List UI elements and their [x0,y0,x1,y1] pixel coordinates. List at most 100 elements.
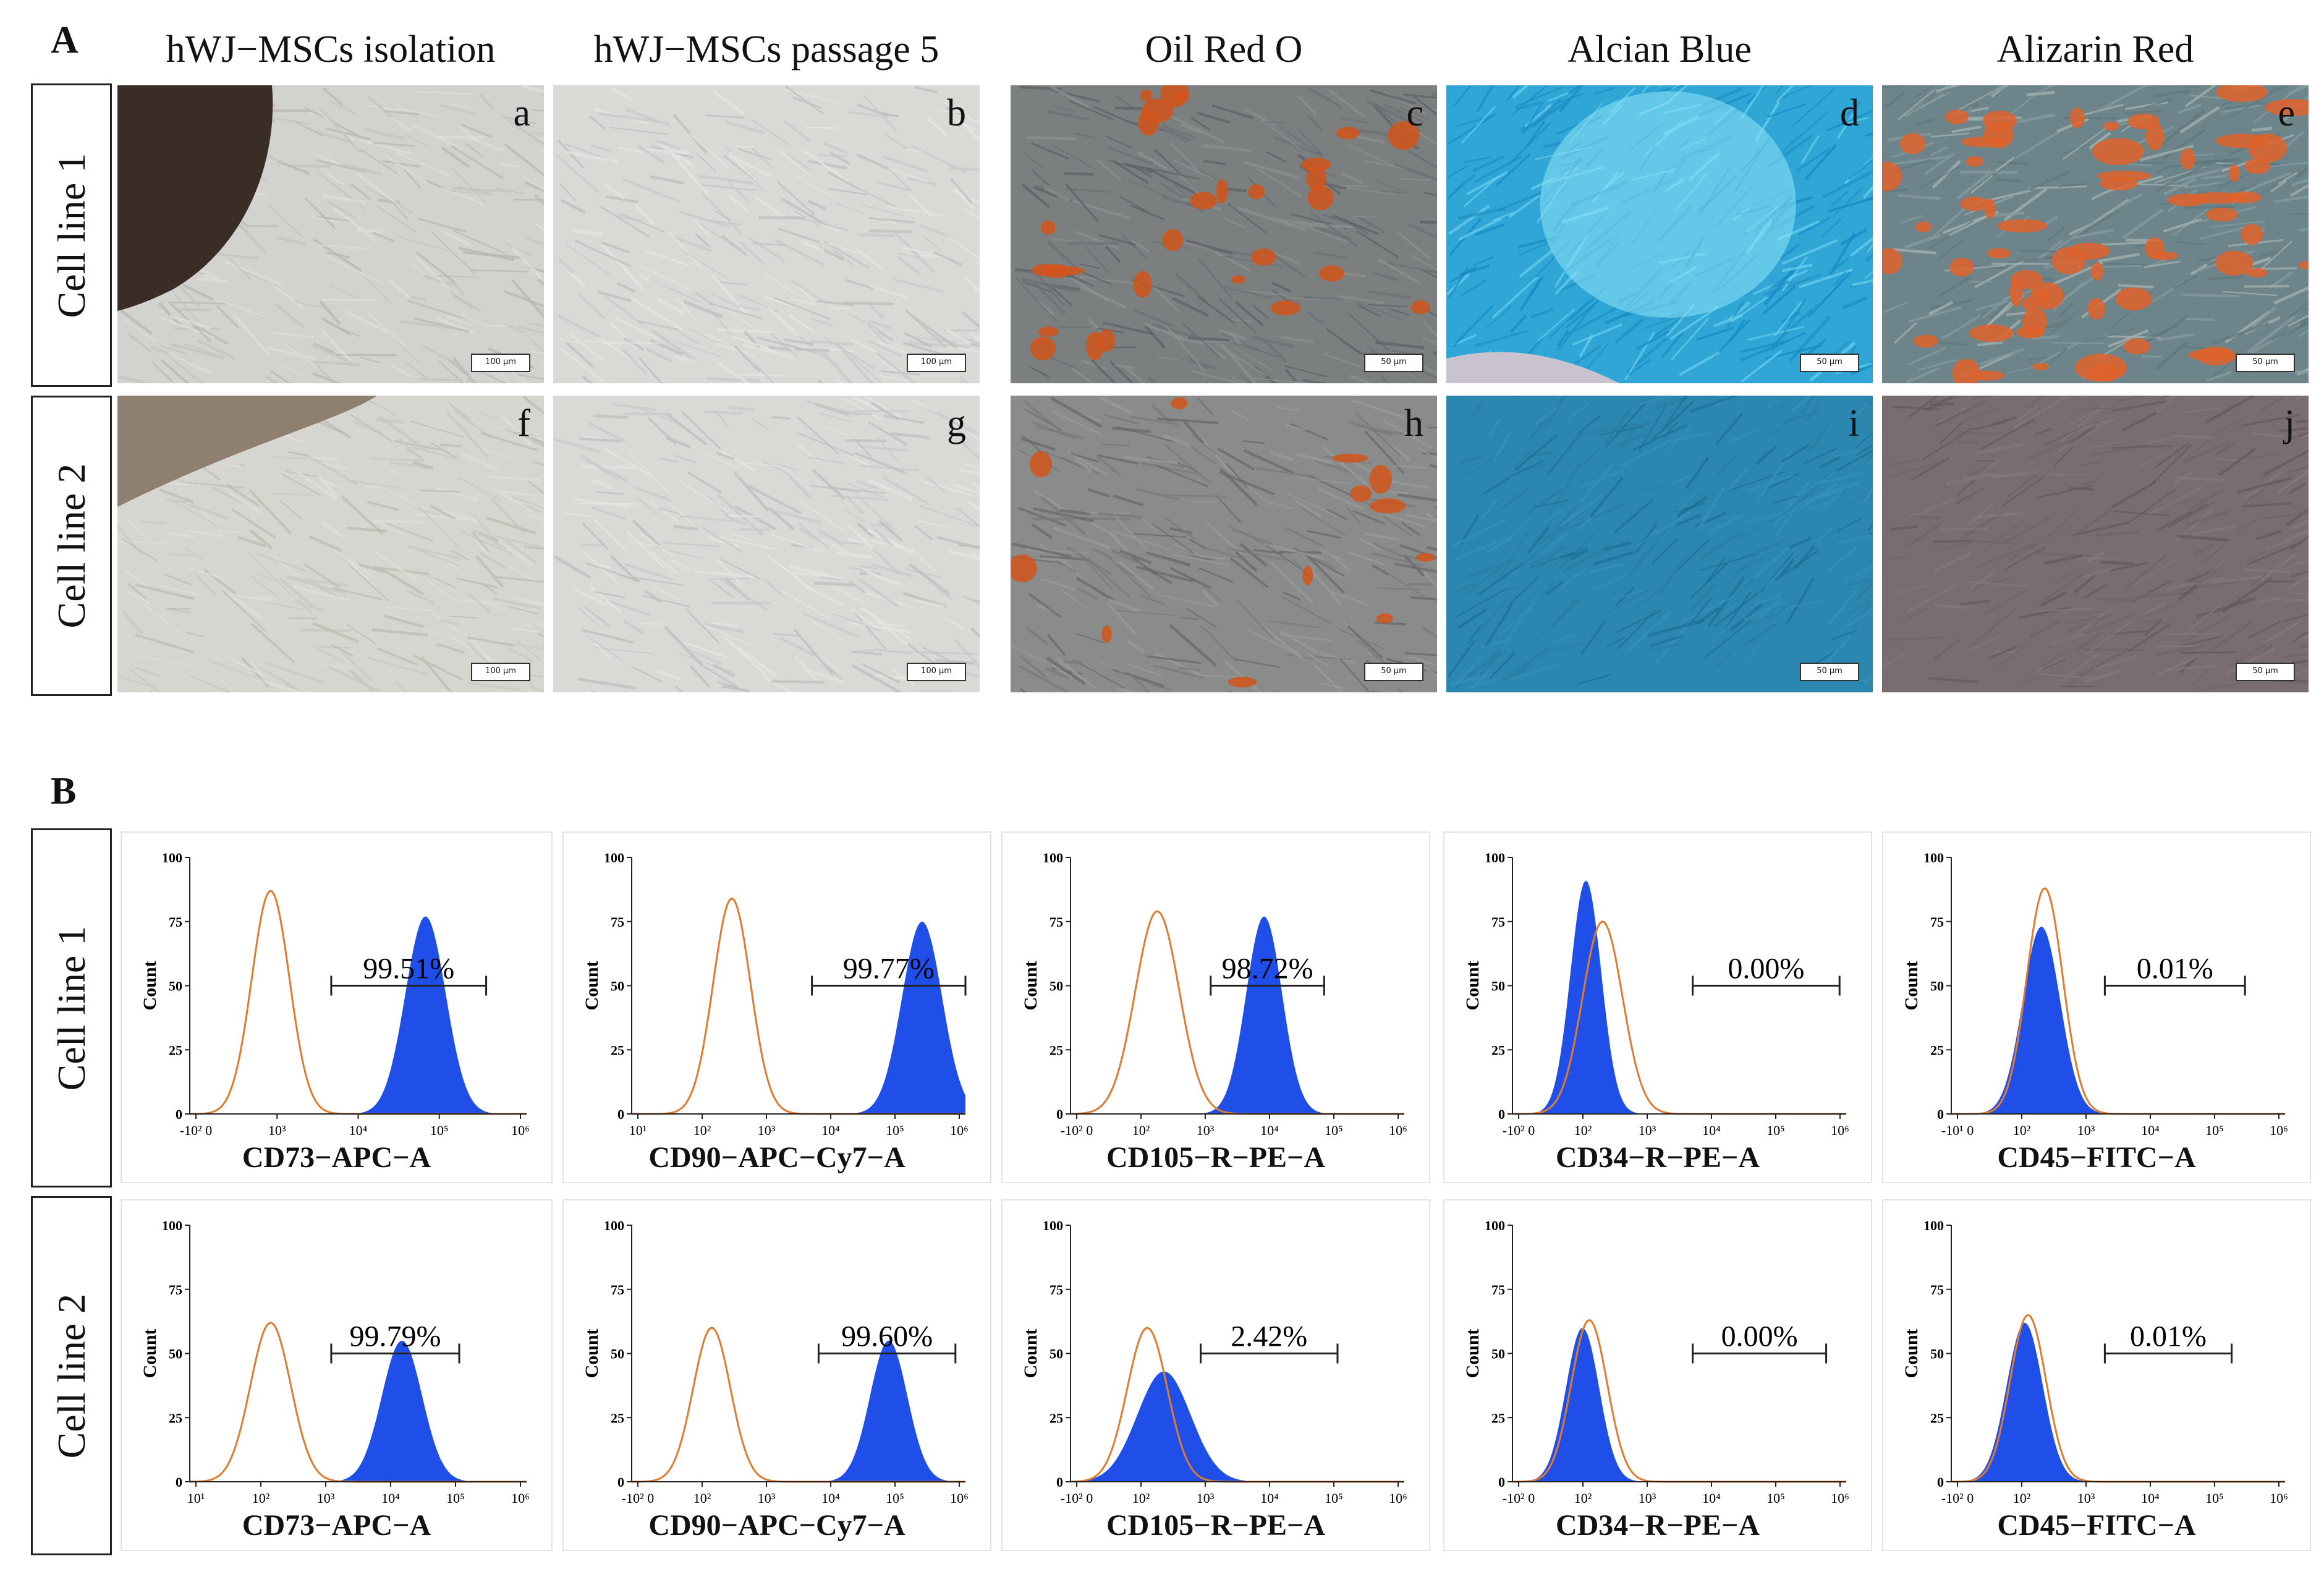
micrograph-d: d 50 µm [1446,85,1873,383]
histogram-plot: 0 25 50 75 100 Count -10² 0 10² 10³ 10⁴ 10⁵ 10⁶ 98.7… [1020,850,1407,1138]
x-tick-label: 10⁶ [1831,1490,1849,1506]
x-tick-label: -10² 0 [1503,1123,1535,1138]
histogram-cd45-line2: 0 25 50 75 100 Count -10² 0 10² 10³ 10⁴ 10⁵ 10⁶ 0.01… [1882,1199,2311,1551]
column-title-alizarin-red: Alizarin Red [1996,28,2194,70]
scale-bar: 100 µm [907,663,966,681]
isotype-control-peak [189,890,527,1115]
y-tick-label: 75 [1930,914,1944,930]
y-tick-label: 25 [611,1410,624,1425]
y-tick-label: 0 [617,1107,624,1122]
stained-peak [1512,1328,1846,1482]
x-tick-label: 10¹ [187,1490,205,1506]
x-axis-label: CD73−APC−A [242,1509,431,1542]
histogram-cd73-line2: 0 25 50 75 100 Count 10¹ 10² 10³ 10⁴ 10⁵ 10⁶ 99.79% C… [121,1199,553,1551]
x-tick-label: 10⁴ [821,1490,840,1506]
y-tick-label: 75 [169,914,182,930]
y-tick-label: 50 [1491,979,1505,994]
x-tick-label: 10¹ [629,1123,647,1138]
histogram-plot: 0 25 50 75 100 Count -10¹ 0 10² 10³ 10⁴ 10⁵ 10⁶ 0.01… [1901,850,2288,1138]
x-tick-label: 10⁴ [349,1123,368,1138]
y-tick-label: 100 [1485,1218,1505,1233]
y-tick-label: 50 [611,1346,624,1362]
subpanel-letter: a [513,92,530,134]
scale-bar: 50 µm [2236,663,2295,681]
x-tick-label: 10⁵ [886,1123,904,1138]
y-tick-label: 75 [611,1282,624,1298]
x-tick-label: 10⁵ [1766,1123,1785,1138]
scale-bar: 50 µm [1800,354,1859,372]
histogram-cd34-line2: 0 25 50 75 100 Count -10² 0 10² 10³ 10⁴ 10⁵ 10⁶ 0.00… [1443,1199,1872,1551]
y-tick-label: 50 [169,979,182,994]
x-axis-label: CD45−FITC−A [1997,1509,2196,1542]
x-tick-label: -10² 0 [1503,1490,1535,1506]
y-axis-label: Count [140,1328,160,1378]
y-tick-label: 100 [1923,1218,1944,1233]
x-axis-label: CD45−FITC−A [1997,1141,2196,1174]
x-tick-label: 10⁴ [1702,1123,1721,1138]
histogram-plot: 0 25 50 75 100 Count 10¹ 10² 10³ 10⁴ 10⁵ 10⁶ 99.79% [140,1218,530,1506]
stained-peak [190,916,527,1114]
y-tick-label: 0 [1498,1474,1505,1490]
row-label-box-b2: Cell line 2 [31,1196,112,1555]
y-axis-label: Count [582,961,602,1010]
panel-a-label: A [51,19,78,61]
histogram-plot: 0 25 50 75 100 Count -10² 0 10² 10³ 10⁴ 10⁵ 10⁶ 99.6… [582,1218,969,1506]
x-tick-label: 10³ [758,1490,776,1506]
subpanel-letter: e [2278,92,2295,134]
y-tick-label: 100 [162,850,182,865]
stained-peak [1951,1322,2285,1482]
x-tick-label: 10³ [1197,1490,1215,1506]
isotype-control-peak [1951,887,2285,1115]
x-tick-label: 10⁶ [1389,1123,1407,1138]
micrograph-a: a 100 µm [117,85,544,383]
x-tick-label: 10² [252,1490,270,1506]
x-tick-label: 10⁵ [1325,1123,1343,1138]
y-tick-label: 0 [176,1474,182,1490]
x-tick-label: 10² [1132,1123,1150,1138]
y-tick-label: 0 [1056,1107,1063,1122]
x-tick-label: 10⁶ [1389,1490,1407,1506]
y-tick-label: 75 [1050,914,1063,930]
x-tick-label: 10⁶ [1831,1123,1849,1138]
panel-b-label: B [51,770,77,812]
histogram-plot: 0 25 50 75 100 Count -10² 0 10² 10³ 10⁴ 10⁵ 10⁶ 2.42… [1020,1218,1407,1506]
x-tick-label: 10² [1574,1123,1592,1138]
scale-bar: 100 µm [907,354,966,372]
x-tick-label: 10⁴ [1260,1123,1279,1138]
gate-percentage: 99.77% [843,953,935,985]
y-tick-label: 100 [1923,850,1944,865]
row-label-box-a2: Cell line 2 [31,396,112,696]
y-axis-label: Count [1462,1328,1483,1378]
micrograph-texture [553,85,980,383]
row-label: Cell line 2 [49,1293,93,1458]
histogram-cd90-line2: 0 25 50 75 100 Count -10² 0 10² 10³ 10⁴ 10⁵ 10⁶ 99.6… [562,1199,991,1551]
y-tick-label: 50 [1050,979,1063,994]
x-tick-label: 10² [2013,1123,2031,1138]
y-axis-label: Count [1020,1328,1041,1378]
x-tick-label: 10⁶ [950,1490,969,1506]
x-tick-label: 10⁴ [1702,1490,1721,1506]
subpanel-letter: i [1848,402,1859,444]
y-tick-label: 50 [1930,1346,1944,1362]
row-label-box-b1: Cell line 1 [31,828,112,1187]
x-tick-label: 10³ [758,1123,776,1138]
x-tick-label: 10⁶ [511,1490,530,1506]
x-tick-label: -10² 0 [1941,1490,1974,1506]
y-tick-label: 75 [1491,1282,1505,1298]
column-title-isolation: hWJ−MSCs isolation [166,28,496,70]
x-tick-label: 10² [693,1490,711,1506]
micrograph-i: i 50 µm [1446,396,1873,692]
y-tick-label: 50 [1050,1346,1063,1362]
gate-percentage: 99.60% [841,1320,933,1353]
x-tick-label: 10⁶ [2270,1123,2288,1138]
micrograph-texture [117,85,544,383]
histogram-cd45-line1: 0 25 50 75 100 Count -10¹ 0 10² 10³ 10⁴ 10⁵ 10⁶ 0.01… [1882,831,2311,1183]
gate-percentage: 0.00% [1721,1320,1798,1353]
y-tick-label: 25 [1491,1042,1505,1058]
gate-percentage: 99.51% [363,953,454,985]
x-axis-label: CD34−R−PE−A [1555,1141,1760,1174]
x-tick-label: 10³ [268,1123,286,1138]
subpanel-letter: d [1840,92,1859,134]
histogram-plot: 0 25 50 75 100 Count -10² 0 10³ 10⁴ 10⁵ 10⁶ 99.51% [140,850,530,1138]
histogram-cd34-line1: 0 25 50 75 100 Count -10² 0 10² 10³ 10⁴ 10⁵ 10⁶ 0.00… [1443,831,1872,1183]
